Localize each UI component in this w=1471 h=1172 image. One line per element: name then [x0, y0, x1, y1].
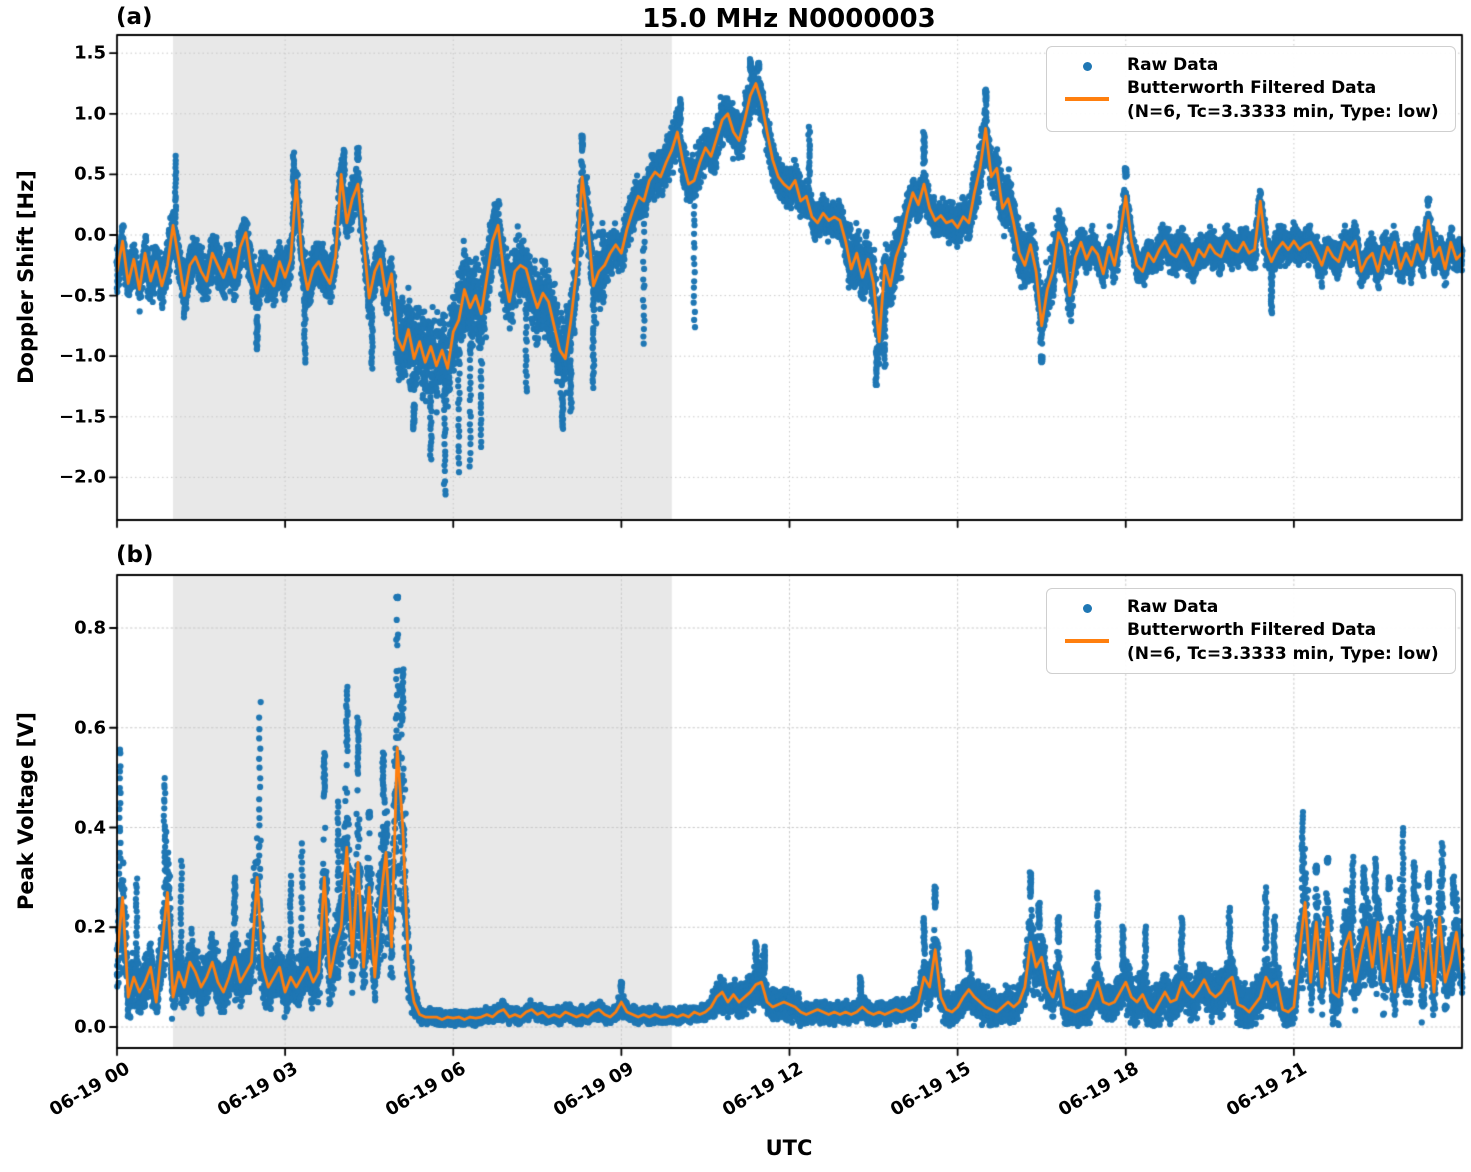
panel-b-ytick-label: 0.4 — [74, 817, 106, 838]
legend-filtered-sublabel: (N=6, Tc=3.3333 min, Type: low) — [1127, 643, 1439, 664]
panel-a-ytick-label: −1.5 — [59, 406, 106, 428]
legend-raw-label: Raw Data — [1127, 597, 1219, 617]
legend-filtered-sublabel: (N=6, Tc=3.3333 min, Type: low) — [1127, 101, 1439, 122]
legend-filtered-label: Butterworth Filtered Data — [1127, 620, 1377, 641]
panel-b-ylabel: Peak Voltage [V] — [14, 711, 38, 911]
raw-data-marker-icon — [1082, 62, 1092, 71]
panel-a-ytick-label: 1.5 — [74, 42, 106, 64]
legend-panel-b: Raw Data Butterworth Filtered Data (N=6, … — [1046, 588, 1456, 675]
filtered-line-marker-icon — [1065, 97, 1109, 101]
legend-panel-a: Raw Data Butterworth Filtered Data (N=6, … — [1046, 46, 1456, 133]
legend-row-raw: Raw Data — [1047, 54, 1445, 77]
legend-row-filtered: Butterworth Filtered Data (N=6, Tc=3.3333… — [1047, 77, 1445, 124]
legend-row-filtered: Butterworth Filtered Data (N=6, Tc=3.3333… — [1047, 619, 1445, 666]
panel-a-ytick-label: −2.0 — [59, 466, 106, 488]
legend-row-raw: Raw Data — [1047, 596, 1445, 619]
panel-b-tag: (b) — [116, 542, 154, 568]
legend-raw-label: Raw Data — [1127, 55, 1219, 75]
panel-a-tag: (a) — [116, 4, 153, 30]
panel-a-ytick-label: −1.0 — [59, 345, 106, 367]
panel-a-ytick-label: 0.0 — [74, 224, 106, 246]
panel-a-ytick-label: 1.0 — [74, 103, 106, 125]
panel-b-ytick-label: 0.6 — [74, 717, 106, 739]
panel-b-ytick-label: 0.8 — [74, 617, 106, 639]
panel-b-ytick-label: 0.0 — [74, 1016, 106, 1038]
panel-a-ylabel: Doppler Shift [Hz] — [14, 170, 38, 384]
panel-b-ytick-label: 0.2 — [74, 916, 106, 938]
panel-a-ytick-label: −0.5 — [59, 285, 106, 307]
legend-filtered-label: Butterworth Filtered Data — [1127, 78, 1377, 99]
filtered-line-marker-icon — [1065, 639, 1109, 643]
raw-data-marker-icon — [1082, 604, 1092, 613]
x-axis-label: UTC — [765, 1136, 813, 1160]
figure-title: 15.0 MHz N0000003 — [642, 4, 936, 34]
panel-a-ytick-label: 0.5 — [74, 163, 106, 185]
